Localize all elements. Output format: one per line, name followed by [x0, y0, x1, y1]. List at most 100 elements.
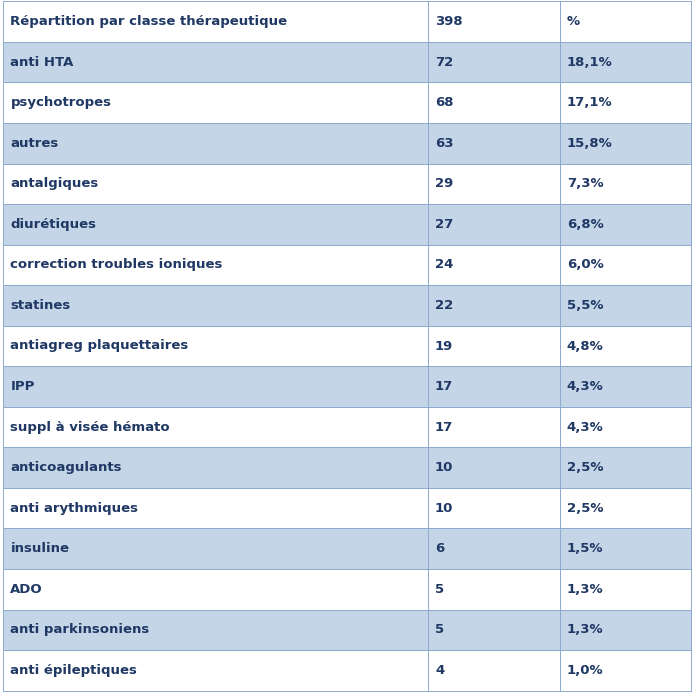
Text: anti épileptiques: anti épileptiques — [10, 664, 137, 677]
Text: 17: 17 — [435, 421, 453, 434]
Text: 4: 4 — [435, 664, 444, 677]
Text: 72: 72 — [435, 55, 453, 69]
Bar — [428, 163, 560, 204]
Bar — [560, 82, 691, 123]
Text: autres: autres — [10, 137, 59, 149]
Bar — [560, 123, 691, 163]
Text: 29: 29 — [435, 177, 453, 190]
Bar — [560, 569, 691, 610]
Bar — [560, 366, 691, 407]
Bar — [560, 326, 691, 366]
Text: IPP: IPP — [10, 380, 35, 393]
Bar — [560, 245, 691, 285]
Text: statines: statines — [10, 299, 71, 312]
Text: 1,3%: 1,3% — [567, 623, 604, 637]
Text: 5: 5 — [435, 623, 444, 637]
Bar — [428, 1, 560, 42]
Bar — [428, 123, 560, 163]
Bar — [428, 245, 560, 285]
Bar — [560, 42, 691, 82]
Text: 6,0%: 6,0% — [567, 258, 604, 271]
Bar — [3, 204, 428, 245]
Text: 19: 19 — [435, 340, 453, 352]
Bar — [3, 42, 428, 82]
Text: 1,5%: 1,5% — [567, 543, 603, 555]
Bar — [3, 610, 428, 650]
Text: 18,1%: 18,1% — [567, 55, 613, 69]
Text: 398: 398 — [435, 15, 463, 28]
Text: 2,5%: 2,5% — [567, 461, 603, 474]
Text: 1,3%: 1,3% — [567, 583, 604, 596]
Bar — [428, 488, 560, 529]
Bar — [428, 407, 560, 447]
Bar — [3, 123, 428, 163]
Bar — [560, 650, 691, 691]
Bar — [560, 1, 691, 42]
Bar — [428, 569, 560, 610]
Bar — [560, 610, 691, 650]
Bar — [3, 366, 428, 407]
Text: 4,8%: 4,8% — [567, 340, 604, 352]
Bar — [428, 529, 560, 569]
Bar — [3, 407, 428, 447]
Text: %: % — [567, 15, 580, 28]
Bar — [428, 610, 560, 650]
Text: 6: 6 — [435, 543, 444, 555]
Bar — [428, 42, 560, 82]
Text: anti HTA: anti HTA — [10, 55, 74, 69]
Bar — [3, 1, 428, 42]
Text: 7,3%: 7,3% — [567, 177, 604, 190]
Bar — [560, 407, 691, 447]
Text: diurétiques: diurétiques — [10, 218, 96, 231]
Text: anti arythmiques: anti arythmiques — [10, 502, 138, 515]
Text: 17: 17 — [435, 380, 453, 393]
Text: 17,1%: 17,1% — [567, 96, 613, 109]
Bar — [428, 82, 560, 123]
Bar — [428, 204, 560, 245]
Bar — [560, 447, 691, 488]
Bar — [428, 650, 560, 691]
Text: 15,8%: 15,8% — [567, 137, 613, 149]
Text: 6,8%: 6,8% — [567, 218, 604, 231]
Text: 27: 27 — [435, 218, 453, 231]
Text: 68: 68 — [435, 96, 453, 109]
Text: 22: 22 — [435, 299, 453, 312]
Text: 10: 10 — [435, 461, 453, 474]
Bar — [560, 488, 691, 529]
Bar — [3, 285, 428, 326]
Bar — [3, 326, 428, 366]
Text: 24: 24 — [435, 258, 453, 271]
Text: 2,5%: 2,5% — [567, 502, 603, 515]
Text: anti parkinsoniens: anti parkinsoniens — [10, 623, 150, 637]
Bar — [428, 447, 560, 488]
Text: ADO: ADO — [10, 583, 43, 596]
Bar — [3, 529, 428, 569]
Bar — [560, 285, 691, 326]
Bar — [560, 204, 691, 245]
Bar — [428, 326, 560, 366]
Bar — [3, 82, 428, 123]
Bar — [560, 163, 691, 204]
Bar — [3, 488, 428, 529]
Text: 5,5%: 5,5% — [567, 299, 603, 312]
Text: 63: 63 — [435, 137, 453, 149]
Text: anticoagulants: anticoagulants — [10, 461, 122, 474]
Bar — [3, 447, 428, 488]
Bar — [560, 529, 691, 569]
Bar — [428, 285, 560, 326]
Text: 4,3%: 4,3% — [567, 380, 604, 393]
Text: 10: 10 — [435, 502, 453, 515]
Text: correction troubles ioniques: correction troubles ioniques — [10, 258, 223, 271]
Bar — [428, 366, 560, 407]
Text: insuline: insuline — [10, 543, 69, 555]
Bar — [3, 163, 428, 204]
Bar — [3, 245, 428, 285]
Bar — [3, 650, 428, 691]
Text: 4,3%: 4,3% — [567, 421, 604, 434]
Text: antalgiques: antalgiques — [10, 177, 99, 190]
Text: suppl à visée hémato: suppl à visée hémato — [10, 421, 170, 434]
Bar — [3, 569, 428, 610]
Text: antiagreg plaquettaires: antiagreg plaquettaires — [10, 340, 189, 352]
Text: psychotropes: psychotropes — [10, 96, 112, 109]
Text: 5: 5 — [435, 583, 444, 596]
